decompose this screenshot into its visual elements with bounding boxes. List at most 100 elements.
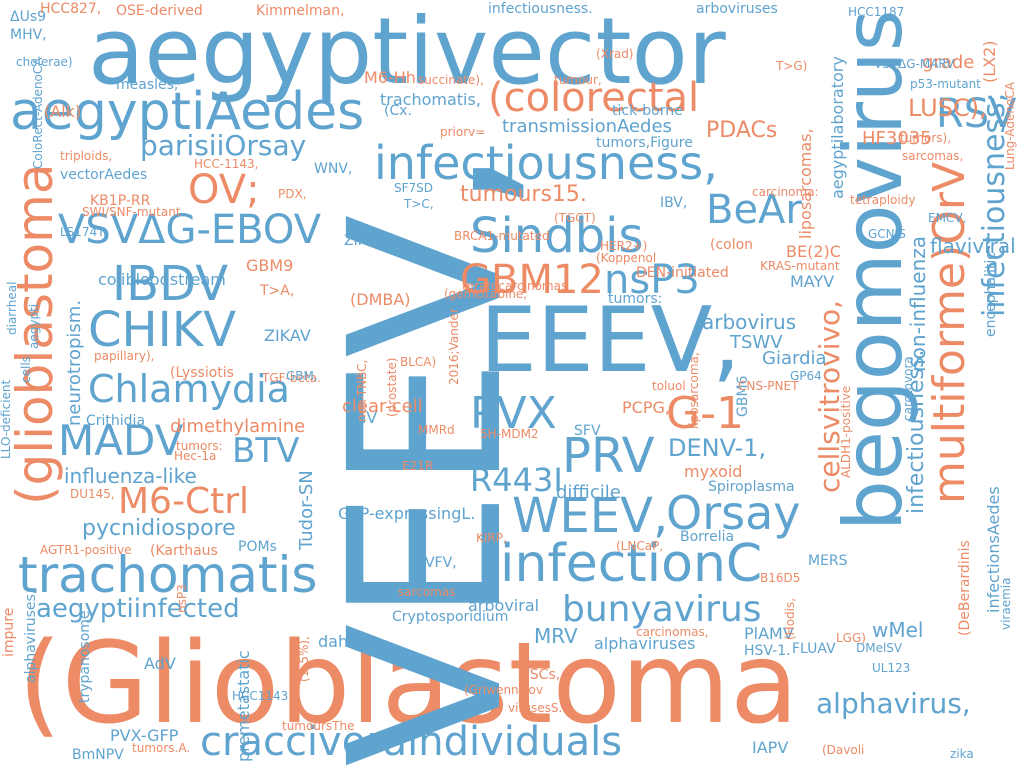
word-chlamydia: Chlamydia <box>88 367 290 411</box>
word-tgf-beta: TGF-beta. <box>262 371 321 385</box>
word-be-2-c: BE(2)C <box>786 242 841 261</box>
word-trachomatis: trachomatis, <box>380 90 481 109</box>
word-deberardinis: (DeBerardinis <box>957 540 973 636</box>
word-lncap: (LNCaP, <box>616 539 664 553</box>
word-fluav: FLUAV <box>792 641 836 657</box>
word-pycnidiospore: pycnidiospore <box>82 516 236 541</box>
word-carcinomas: carcinomas, <box>636 625 709 639</box>
word-viraemia: viraemia <box>999 577 1013 630</box>
word-m6-ctrl: M6-Ctrl <box>118 481 250 522</box>
word-hf3035: HF3035 <box>862 128 932 149</box>
word-triploids: triploids, <box>60 149 113 163</box>
word-aegyptiinfected: aegyptiinfected <box>36 594 240 624</box>
word-influenza-like: influenza-like <box>64 464 197 488</box>
word-mmrd: MMRd <box>418 423 455 437</box>
word-virusess: virusesS. <box>508 701 563 715</box>
word-parisiiorsay: parisiiOrsay <box>140 129 307 162</box>
word-liposarcomas: liposarcomas, <box>796 128 815 239</box>
word-weev: WEEV, <box>512 488 669 544</box>
word-mhv: MHV, <box>10 27 47 43</box>
word-nsp3: nsP3 <box>604 257 700 303</box>
word-emcv: EMCV, <box>928 211 967 225</box>
word-her2: HER2+) <box>600 239 648 253</box>
word-glioblastoma: (Glioblastoma <box>18 619 799 749</box>
word-alphaviruses: alphaviruses <box>594 634 696 653</box>
word-hcc1143: HCC1143 <box>232 689 289 703</box>
word-aegypti: aegypti <box>27 303 41 349</box>
word-bmnpv: BmNPV <box>72 747 124 763</box>
word-aldh1-positive: ALDH1-positive <box>839 385 853 478</box>
word-agtr1-positive: AGTR1-positive <box>40 543 132 557</box>
word-tumors: tumors), <box>900 131 952 145</box>
word-hsv-1: HSV-1. <box>744 643 791 659</box>
word-tgct: (TGCT) <box>554 211 596 225</box>
word-papillary: papillary), <box>94 349 155 363</box>
word-lung-adenoca: Lung-AdenoCA <box>1003 82 1017 170</box>
word-infectiousness: infectiousness, <box>374 136 718 190</box>
word-blca: BLCA) <box>400 355 437 369</box>
word-us9: ΔUs9 <box>10 9 47 25</box>
word-m6-hh: M6-Hh <box>364 68 416 87</box>
word-craccivoraindividuals: craccivoraindividuals <box>200 719 623 765</box>
word-infectiousness: infectiousness. <box>488 1 593 17</box>
word-arbovirus: arbovirus <box>702 310 797 334</box>
word-gemcitabine: (gemcitabine, <box>444 287 528 301</box>
word-denv-1: DENV-1, <box>668 434 767 462</box>
word-btv: BTV <box>232 431 300 471</box>
word-dahliae: dahliae <box>318 632 377 651</box>
word-pcpg: PCPG, <box>622 398 670 417</box>
word-alk: (Alk) <box>44 102 82 121</box>
word-priorv: priorv= <box>440 125 486 139</box>
word-eeev: EEEV, <box>480 288 741 393</box>
word-transmissionaedes: transmissionAedes <box>502 116 672 137</box>
word-g-1: G-1 <box>666 388 744 439</box>
word-zikav: ZIKAV <box>264 326 311 345</box>
word-zikv: ZIKV) <box>344 233 382 249</box>
word-premetastatic: premetastatic <box>234 650 253 762</box>
word-tumour: tumour, <box>554 73 602 87</box>
word-carotovora: carotovora <box>901 356 915 421</box>
word-hodis: (Hodis, <box>783 597 797 640</box>
word-swi-snf-mutant: SWI/SNF-mutant <box>82 205 181 219</box>
word-ul123: UL123 <box>872 661 911 675</box>
word-alphaviruses: alphaviruses, <box>23 589 39 683</box>
word-ls174t: LS174T, <box>60 225 109 239</box>
word-pdacs: PDACs <box>706 118 778 143</box>
word-non-tnbc: non-TNBC, <box>355 359 369 422</box>
word-ose-derived: OSE-derived <box>116 3 203 19</box>
word-difficile: difficile <box>556 482 621 503</box>
word-sarcomas: sarcomas <box>398 585 456 599</box>
word-tetraploidy: tetraploidy <box>850 193 916 207</box>
word-gbm9: GBM9 <box>246 256 294 275</box>
word-gp64: GP64 <box>790 369 822 383</box>
word-ehv: EhV <box>346 408 378 427</box>
word-1-5: (1–5%), <box>297 636 311 682</box>
word-cryptosporidium: Cryptosporidium <box>392 609 509 625</box>
word-dmba: (DMBA) <box>350 290 411 309</box>
word-tumors-figure: tumors,Figure <box>596 135 693 151</box>
word-cx: (Cx. <box>384 103 412 119</box>
word-liposarcoma: liposarcoma, <box>687 352 701 429</box>
word-pvx-gfp: PVX-GFP <box>110 726 179 745</box>
word-vsv-g-marv: VSVΔG-MARV <box>874 57 955 71</box>
word-measles: measles, <box>116 77 179 93</box>
word-xrad: (Xrad) <box>596 47 634 61</box>
word-sfv: SFV <box>574 423 601 439</box>
word-t-a: T>A, <box>260 283 295 299</box>
word-p53-mutant: p53-mutant <box>910 77 981 91</box>
word-orsay: Orsay <box>666 486 801 540</box>
word-e21r: E21R <box>402 459 434 473</box>
word-gcnis: GCNIS <box>868 227 906 241</box>
word-dimethylamine: dimethylamine <box>170 416 306 437</box>
word-kimmelman: Kimmelman, <box>256 3 345 19</box>
word-alphavirus: alphavirus, <box>816 687 971 720</box>
word-giardia: Giardia <box>762 348 827 369</box>
word-wnv: WNV, <box>314 161 353 177</box>
word-du145: DU145, <box>70 487 115 501</box>
word-tumors: tumors: <box>608 291 663 307</box>
word-colorect-adenoca: ColoRect-AdenoCA <box>31 57 45 169</box>
word-5h-mdm2: 5H-MDM2 <box>480 427 539 441</box>
word-tumoursthe: tumoursThe <box>282 719 355 733</box>
word-mrv: MRV <box>534 624 578 648</box>
